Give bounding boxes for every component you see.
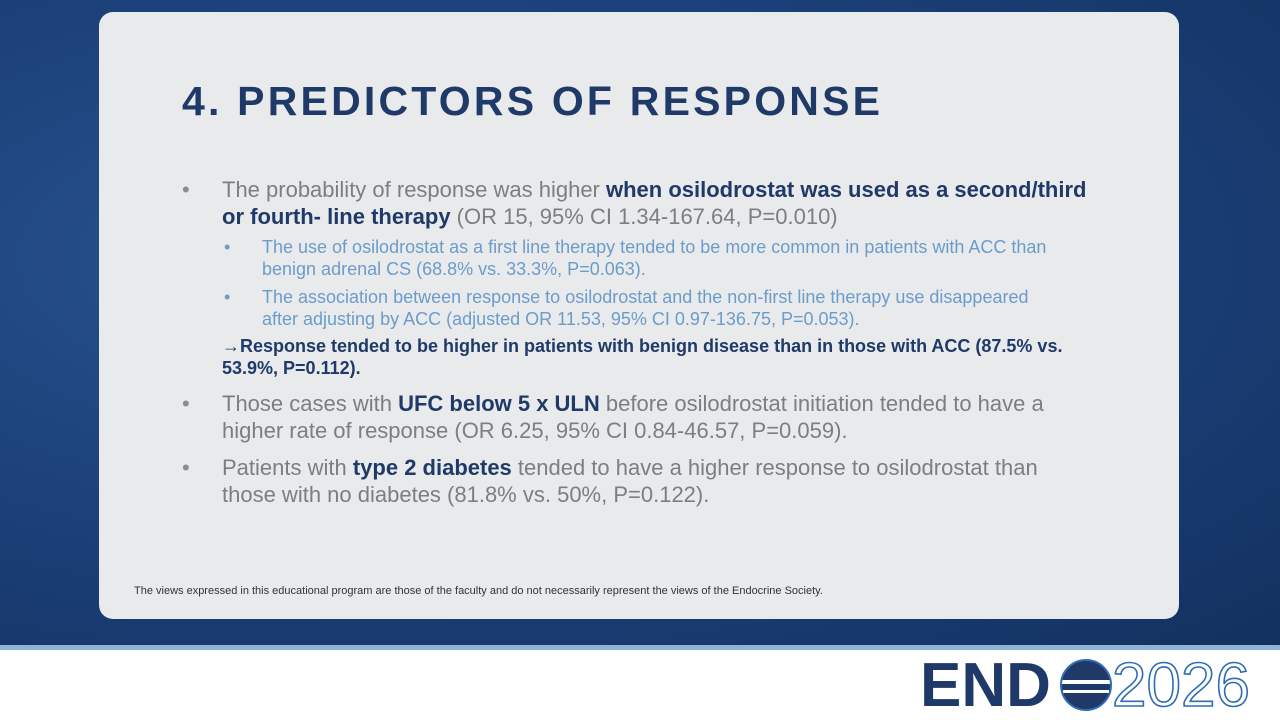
bold-text: UFC below 5 x ULN [398,391,600,416]
slide-title: 4. PREDICTORS OF RESPONSE [182,78,884,124]
sub-bullet: The use of osilodrostat as a first line … [224,236,1062,280]
bold-text: when osilodrostat was used as a second/t… [222,177,1087,229]
text: (OR 15, 95% CI 1.34-167.64, P=0.010) [450,204,838,229]
text: before osilodrostat initiation tended to… [222,391,1044,443]
disclaimer: The views expressed in this educational … [134,585,823,597]
bullet: Patients with type 2 diabetes tended to … [182,454,1092,508]
note: →Response tended to be higher in patient… [222,336,1063,378]
text: The probability of response was higher [222,177,606,202]
sub-bullet: The association between response to osil… [224,286,1062,330]
logo: END 2026 [920,650,1251,718]
text: tended to have a higher response to osil… [222,455,1038,507]
logo-year: 2026 [1112,651,1250,718]
text: Patients with [222,455,353,480]
logo-text: END [920,651,1051,718]
bullet: The probability of response was higher w… [182,176,1092,230]
bullet: Those cases with UFC below 5 x ULN befor… [182,390,1092,444]
bold-text: type 2 diabetes [352,455,512,480]
logo-globe [1060,659,1112,711]
text: Those cases with [222,391,399,416]
